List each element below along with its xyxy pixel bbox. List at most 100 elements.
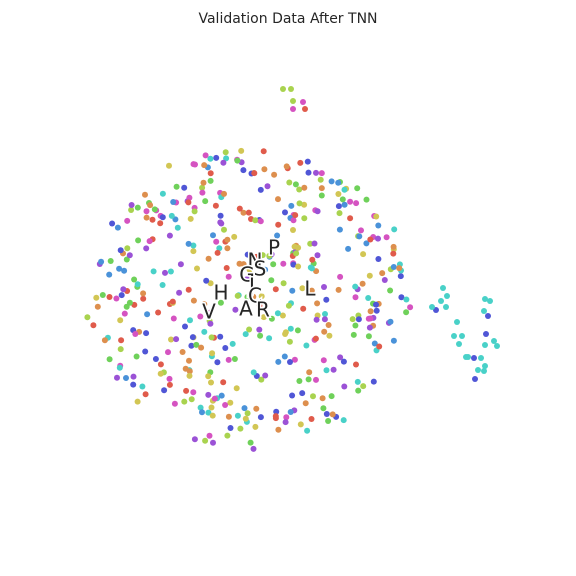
scatter-point (352, 322, 359, 329)
scatter-point (208, 379, 214, 386)
scatter-point (494, 343, 500, 349)
scatter-point (120, 286, 127, 293)
scatter-point (288, 202, 295, 209)
scatter-point (152, 356, 159, 362)
scatter-point (440, 285, 446, 291)
scatter-point (227, 425, 234, 431)
scatter-point (157, 220, 164, 227)
scatter-point (429, 304, 435, 310)
scatter-point (99, 292, 106, 298)
scatter-point (190, 297, 197, 304)
scatter-point (349, 316, 356, 323)
scatter-point (302, 106, 308, 112)
scatter-point (142, 191, 148, 198)
scatter-point (454, 319, 460, 325)
scatter-point (375, 256, 382, 262)
scatter-point (165, 349, 171, 356)
scatter-point (396, 265, 403, 272)
scatter-point (198, 344, 205, 351)
scatter-point (182, 323, 188, 330)
scatter-point (483, 331, 489, 337)
scatter-point (217, 212, 224, 219)
scatter-point (280, 260, 287, 267)
scatter-point (438, 298, 444, 304)
scatter-point (292, 212, 299, 219)
scatter-point (207, 170, 214, 177)
scatter-point (472, 376, 478, 382)
scatter-point (211, 395, 218, 402)
scatter-point (205, 391, 212, 398)
scatter-point (197, 404, 204, 411)
scatter-point (289, 287, 296, 294)
scatter-point (310, 393, 316, 400)
scatter-point (213, 154, 220, 161)
scatter-point (282, 329, 289, 336)
scatter-point (190, 242, 197, 249)
scatter-point (271, 171, 278, 178)
scatter-point (268, 277, 275, 284)
scatter-point (459, 333, 465, 339)
scatter-point (365, 295, 372, 301)
scatter-point (365, 315, 372, 322)
scatter-point (166, 381, 173, 388)
scatter-point (205, 409, 212, 416)
scatter-point (247, 439, 254, 446)
scatter-point (366, 272, 373, 279)
scatter-point (109, 220, 116, 227)
scatter-point (403, 296, 410, 303)
scatter-point (150, 268, 157, 275)
scatter-point (253, 253, 260, 260)
scatter-point (113, 295, 120, 302)
scatter-point (266, 335, 273, 342)
scatter-point (131, 276, 138, 283)
scatter-point (347, 215, 354, 222)
scatter-point (335, 203, 342, 210)
scatter-point (187, 215, 194, 222)
scatter-point (157, 361, 164, 368)
scatter-point (202, 198, 209, 205)
scatter-point (149, 216, 156, 223)
scatter-point (330, 366, 337, 373)
scatter-point (482, 296, 488, 302)
scatter-point (177, 261, 184, 268)
scatter-point (220, 379, 227, 386)
scatter-point (234, 412, 241, 419)
scatter-point (134, 281, 141, 288)
scatter-point (340, 358, 347, 365)
scatter-point (335, 179, 342, 186)
scatter-point (367, 236, 374, 243)
scatter-point (252, 217, 259, 224)
scatter-point (231, 233, 238, 240)
scatter-point (370, 378, 377, 385)
scatter-point (296, 186, 303, 193)
scatter-point (363, 240, 370, 247)
scatter-point (387, 318, 394, 325)
scatter-point (282, 419, 289, 426)
scatter-point (117, 247, 124, 254)
scatter-point (275, 358, 282, 365)
scatter-point (320, 405, 327, 412)
scatter-point (116, 364, 123, 371)
scatter-point (144, 311, 151, 318)
scatter-point (229, 340, 236, 347)
scatter-point (329, 411, 336, 418)
scatter-point (309, 256, 316, 263)
scatter-point (117, 346, 124, 353)
scatter-point (217, 219, 224, 226)
scatter-point (376, 343, 383, 350)
scatter-point (481, 368, 487, 374)
scatter-point (317, 176, 324, 183)
scatter-point (323, 367, 330, 374)
scatter-point (290, 98, 296, 104)
scatter-point (381, 277, 388, 283)
scatter-point (353, 361, 359, 368)
scatter-point (307, 240, 314, 247)
scatter-point (216, 245, 223, 252)
scatter-point (98, 258, 105, 265)
class-label: J (247, 274, 255, 298)
scatter-point (223, 155, 230, 162)
scatter-point (308, 287, 315, 294)
scatter-point (224, 245, 231, 252)
scatter-point (313, 169, 319, 176)
scatter-point (159, 214, 166, 221)
